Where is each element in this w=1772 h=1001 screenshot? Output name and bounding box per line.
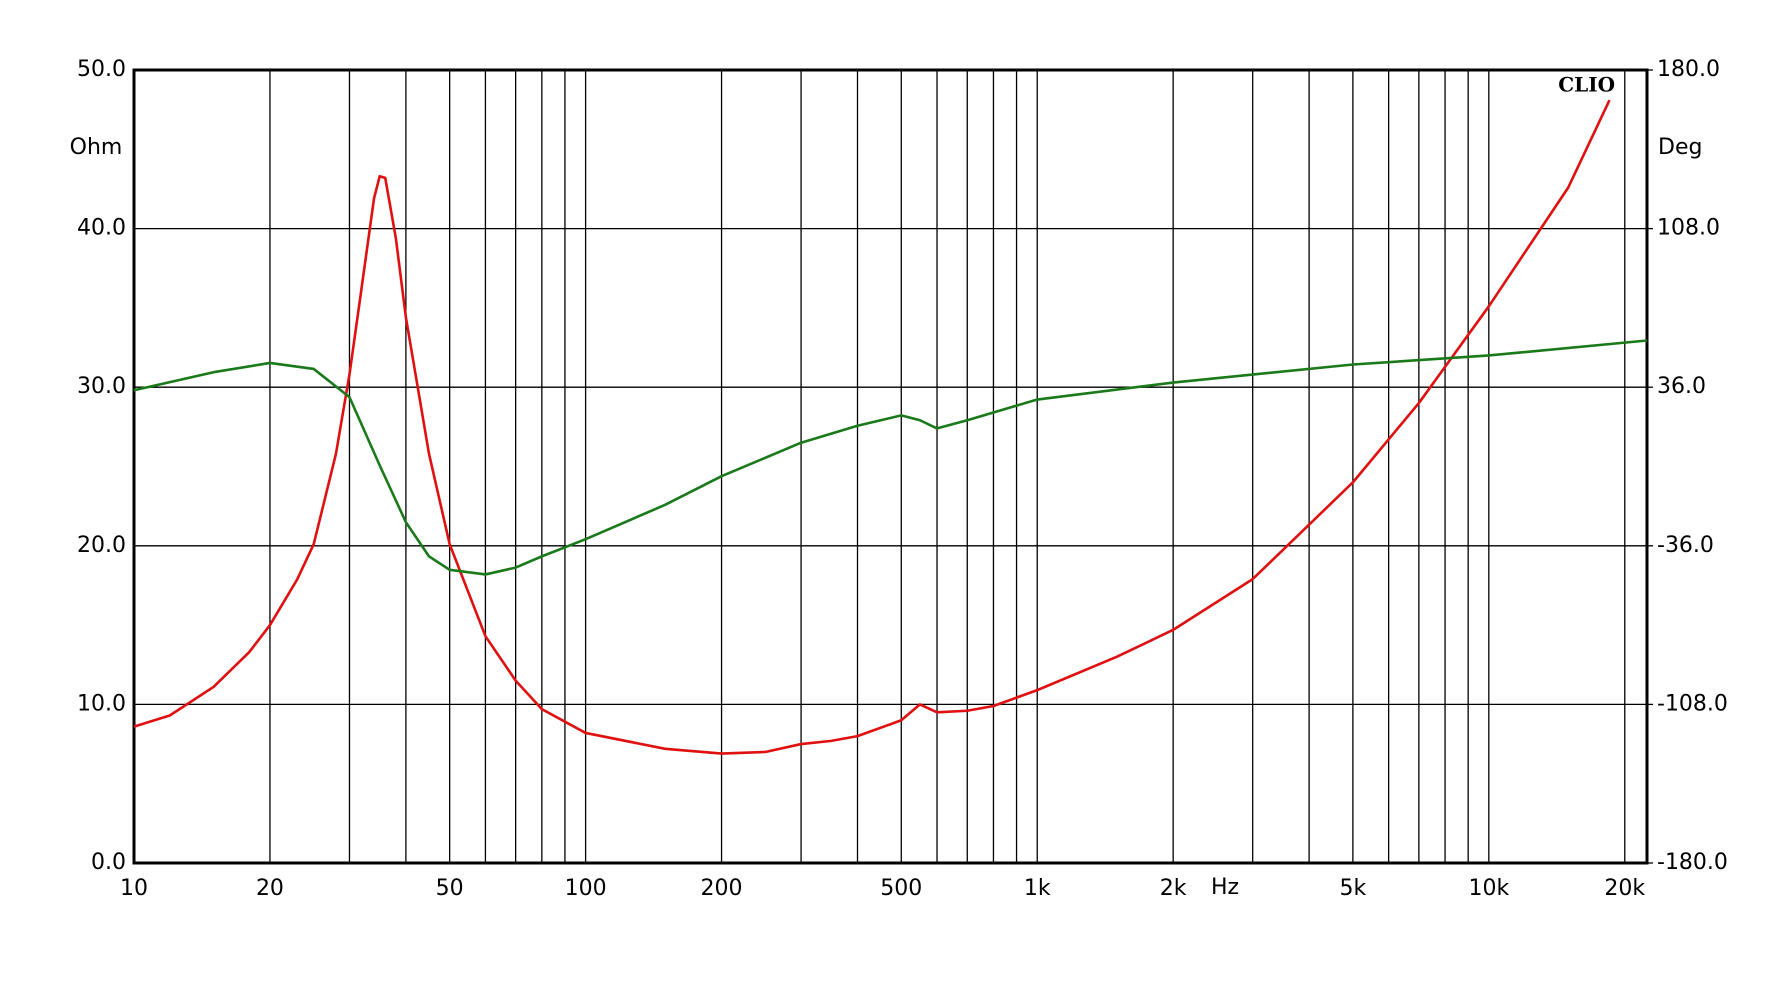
plot-frame — [132, 68, 1649, 865]
y-tick-label: 0.0 — [91, 850, 126, 875]
y-tick-label: 20.0 — [77, 533, 126, 558]
y-tick-label: 50.0 — [77, 57, 126, 82]
x-tick-label: 2k — [1160, 876, 1187, 901]
y2-tick-label: -36.0 — [1657, 533, 1714, 558]
y2-tick-label: 180.0 — [1657, 57, 1720, 82]
y2-tick-label: 108.0 — [1657, 216, 1720, 241]
x-tick-label: 5k — [1340, 876, 1367, 901]
x-tick-label: 10k — [1468, 876, 1509, 901]
x-axis-label: Hz — [1211, 875, 1239, 900]
y-tick-label: 10.0 — [77, 691, 126, 716]
x-tick-label: 100 — [565, 876, 607, 901]
y2-tick-label: -108.0 — [1657, 691, 1728, 716]
y2-tick-label: -180.0 — [1657, 850, 1728, 875]
x-tick-label: 1k — [1024, 876, 1051, 901]
x-tick-label: 500 — [880, 876, 922, 901]
y-tick-label: 30.0 — [77, 374, 126, 399]
x-tick-label: 10 — [120, 876, 148, 901]
series-line — [133, 99, 1611, 755]
y2-axis-label: Deg — [1658, 135, 1702, 160]
y2-tick-label: 36.0 — [1657, 374, 1706, 399]
y-tick-label: 40.0 — [77, 216, 126, 241]
x-tick-label: 20k — [1604, 876, 1645, 901]
y-axis-label: Ohm — [70, 135, 123, 160]
brand-label: CLIO — [1558, 73, 1615, 97]
series-line — [133, 339, 1648, 576]
x-tick-label: 200 — [701, 876, 743, 901]
x-tick-label: 50 — [436, 876, 464, 901]
x-tick-label: 20 — [256, 876, 284, 901]
